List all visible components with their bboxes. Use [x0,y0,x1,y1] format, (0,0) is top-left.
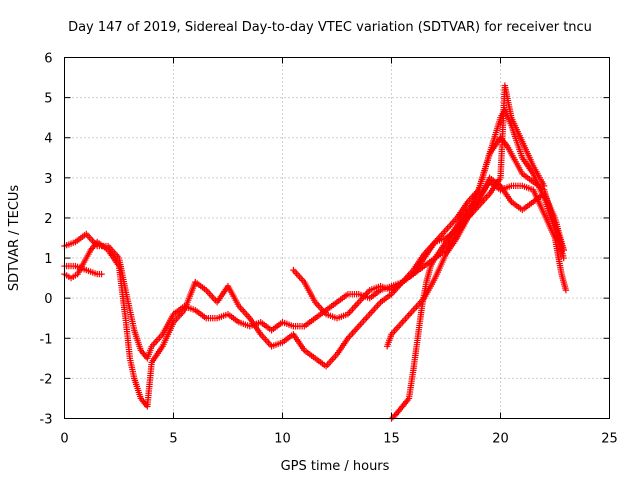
series-track-3 [61,174,567,410]
x-tick-label: 25 [601,432,618,447]
x-tick-label: 0 [60,432,68,447]
data-point [560,254,567,262]
y-tick-label: 1 [44,252,52,267]
series-track-1 [61,106,567,362]
chart-title: Day 147 of 2019, Sidereal Day-to-day VTE… [68,20,592,35]
data-point [391,412,398,420]
y-tick-label: 3 [44,172,52,187]
y-tick-label: 5 [44,92,52,107]
y-tick-label: -1 [40,332,53,347]
data-points [61,82,570,422]
plot-frame [64,57,610,419]
data-point [562,286,570,294]
grid [64,57,610,419]
series-track-4 [290,134,567,322]
axis-ticks: 0 5 10 15 20 25 -3 -2 -1 0 1 2 3 4 5 6 [40,52,618,447]
data-point [98,270,105,278]
series-track-2 [61,262,105,278]
data-point [560,246,567,254]
y-tick-label: 0 [44,292,52,307]
data-point [540,182,548,190]
x-tick-label: 20 [492,432,509,447]
x-tick-label: 5 [169,432,177,447]
x-tick-label: 15 [383,432,400,447]
y-tick-label: 6 [44,52,52,67]
y-tick-label: 2 [44,212,52,227]
series-track-6 [388,178,570,422]
y-tick-label: -3 [40,413,53,428]
x-axis-label: GPS time / hours [281,459,390,474]
y-tick-label: -2 [40,372,53,387]
y-tick-label: 4 [44,132,52,147]
y-axis-label: SDTVAR / TECUs [7,185,22,292]
x-tick-label: 10 [274,432,291,447]
